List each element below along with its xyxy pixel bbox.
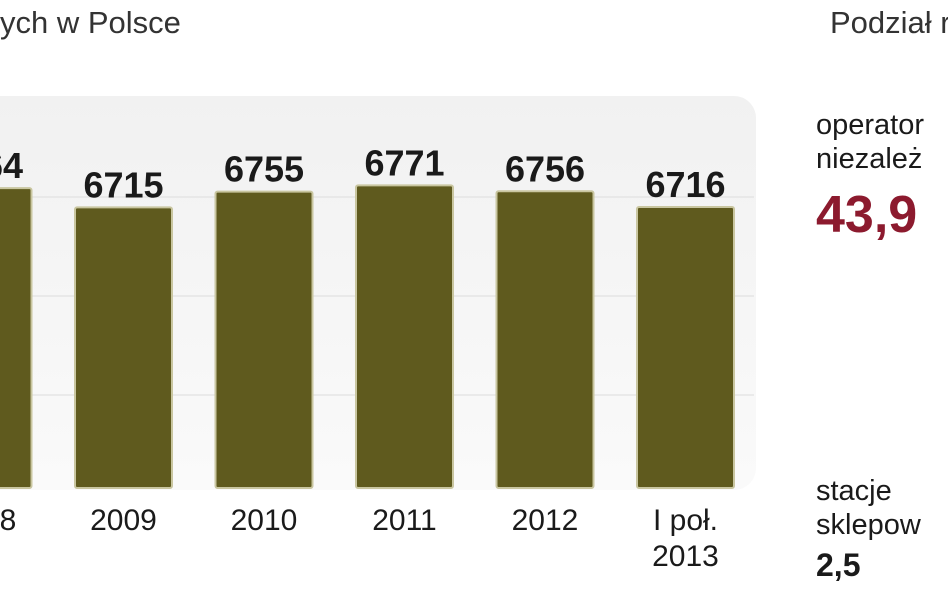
bar [495, 190, 595, 490]
value-label: 6716 [645, 164, 725, 205]
x-tick-label: 2009 [90, 504, 157, 537]
value-label: 6715 [83, 164, 163, 205]
chart-title: ych w Polsce [0, 5, 181, 40]
x-tick-label: I poł. [653, 504, 718, 537]
value-label: 6771 [364, 142, 444, 183]
x-tick-label: 2012 [512, 504, 579, 537]
side-label: stacje [816, 475, 892, 507]
bar [214, 190, 314, 489]
side-label: operator [816, 109, 924, 141]
side-value: 43,9 [816, 186, 917, 244]
side-value: 2,5 [816, 547, 860, 583]
value-label: 6764 [0, 145, 23, 186]
x-tick-label: 2010 [231, 504, 298, 537]
value-label: 6756 [505, 148, 585, 189]
bar [636, 205, 735, 489]
value-label: 6755 [224, 149, 304, 190]
side-label: niezależ [816, 143, 922, 175]
bar [74, 206, 173, 490]
side-title: Podział r [830, 5, 948, 40]
bar [0, 187, 33, 489]
side-label: sklepow [816, 509, 922, 541]
x-tick-label: 2013 [652, 540, 719, 573]
bar [355, 184, 454, 489]
x-tick-label: 2011 [372, 504, 437, 537]
x-tick-label: 2008 [0, 504, 16, 537]
